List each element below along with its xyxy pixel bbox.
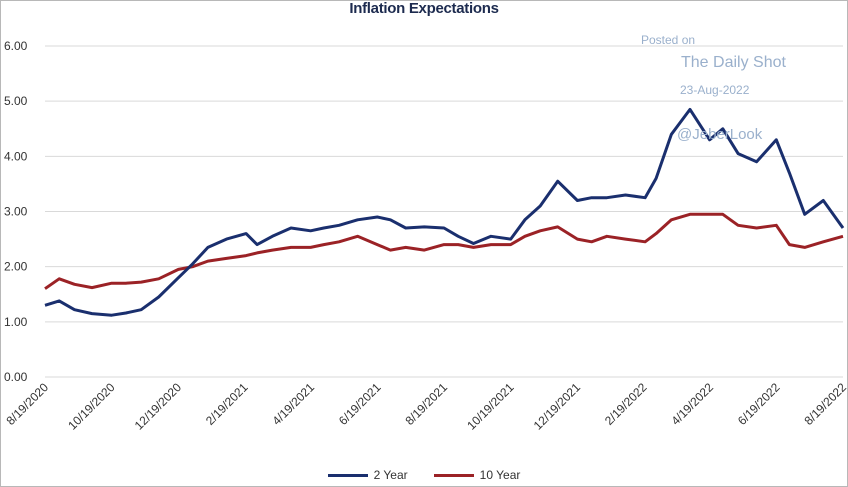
legend-swatch-2-year [327,473,368,477]
y-tick-label: 2.00 [4,260,28,274]
x-tick-label: 8/19/2021 [402,380,450,428]
y-tick-label: 1.00 [4,315,28,329]
x-tick-label: 2/19/2022 [602,380,650,428]
series-lines [44,107,845,317]
series-line-10-year [44,212,844,290]
y-axis-ticks: 0.00 1.00 2.00 3.00 4.00 5.00 6.00 [4,39,28,384]
watermark-name: The Daily Shot [681,54,786,71]
series-line-2-year [44,107,845,317]
x-tick-label: 4/19/2022 [668,380,716,428]
y-tick-label: 0.00 [4,370,28,384]
legend-item-2-year: 2 Year [327,468,408,482]
chart-title: Inflation Expectations [349,0,499,17]
y-tick-label: 5.00 [4,94,28,108]
legend-item-10-year: 10 Year [433,468,521,482]
x-tick-label: 8/19/2022 [801,380,848,428]
x-tick-label: 10/19/2020 [65,380,118,433]
watermark-posted: Posted on [641,33,696,47]
legend-label-2-year: 2 Year [373,468,408,482]
x-tick-label: 2/19/2021 [203,380,251,428]
legend-label-10-year: 10 Year [479,468,521,482]
x-tick-label: 12/19/2021 [531,380,584,433]
x-tick-label: 8/19/2020 [3,380,51,428]
y-tick-label: 4.00 [4,149,28,163]
y-tick-label: 6.00 [4,39,28,53]
x-axis-ticks: 8/19/2020 10/19/2020 12/19/2020 2/19/2021 4/… [3,380,848,433]
y-tick-label: 3.00 [4,205,28,219]
watermark-handle: @JeberLook [677,126,763,143]
grid-lines [45,45,843,378]
x-tick-label: 10/19/2021 [464,380,517,433]
x-tick-label: 6/19/2021 [336,380,384,428]
x-tick-label: 12/19/2020 [132,380,185,433]
x-tick-label: 4/19/2021 [269,380,317,428]
x-tick-label: 6/19/2022 [735,380,783,428]
legend: 2 Year 10 Year [0,468,848,482]
legend-swatch-10-year [433,473,474,477]
watermark-date: 23-Aug-2022 [680,83,750,97]
